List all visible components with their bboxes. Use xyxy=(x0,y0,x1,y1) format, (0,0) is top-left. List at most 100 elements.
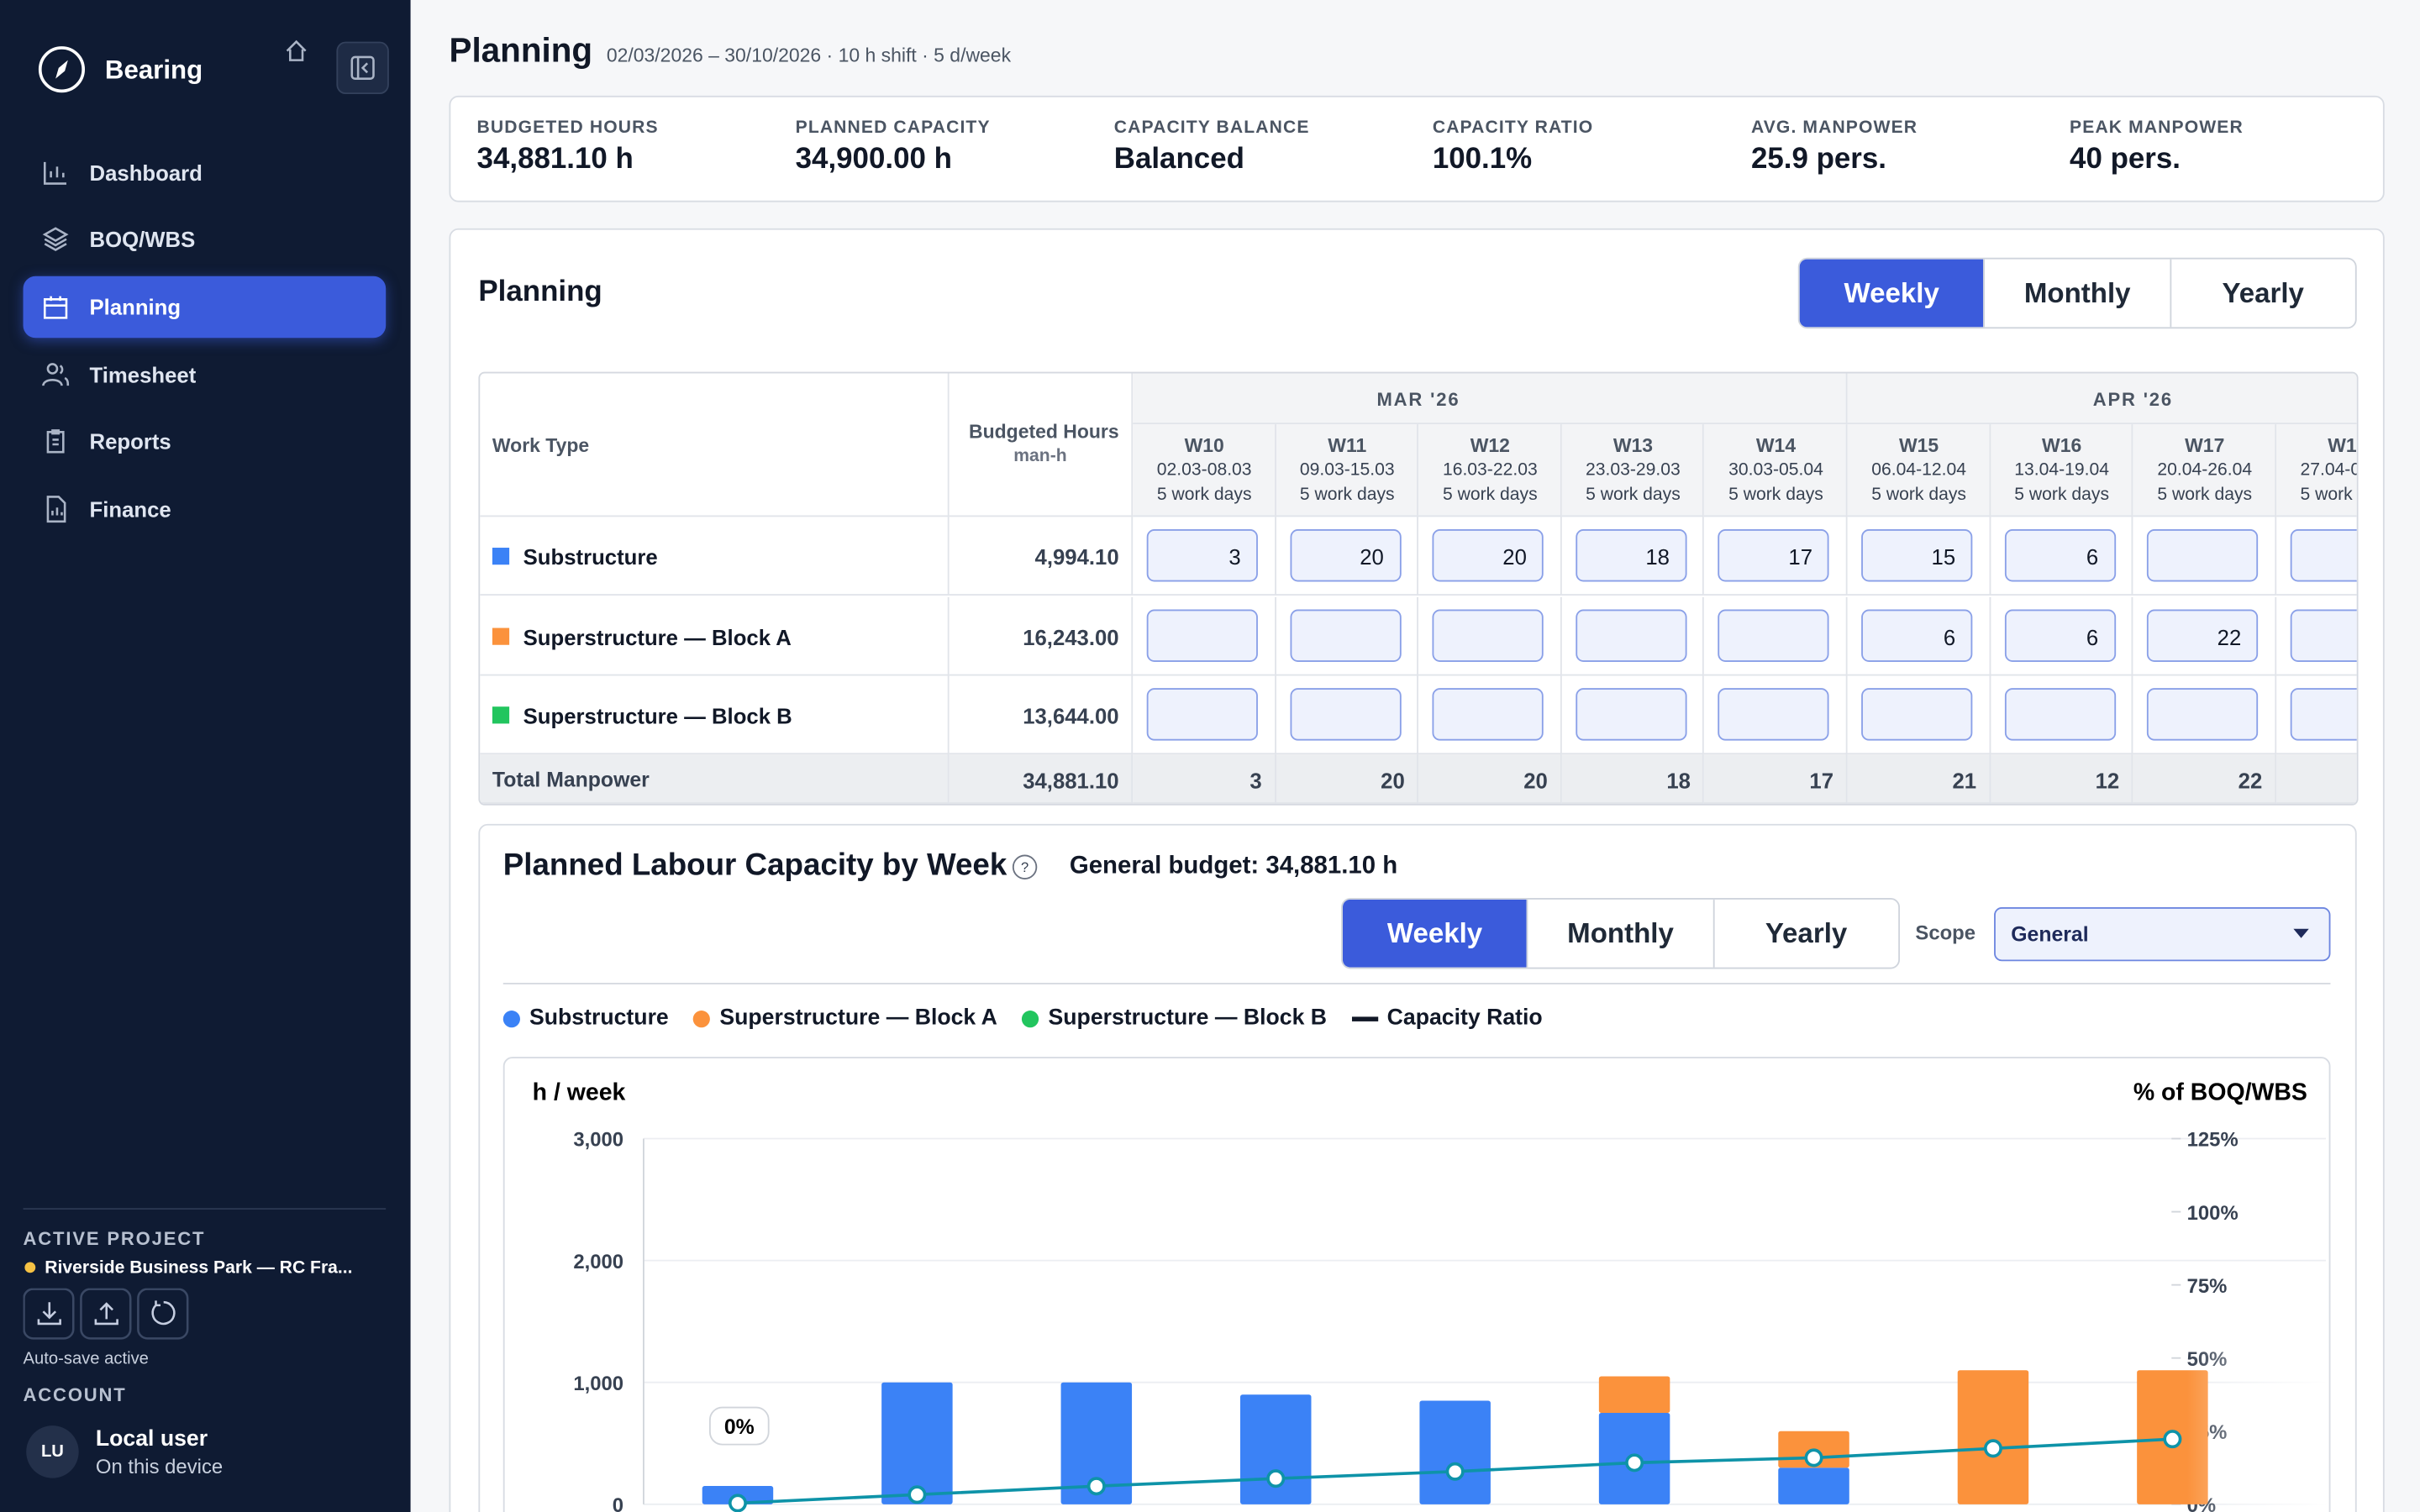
kpi-label: PLANNED CAPACITY xyxy=(795,118,991,138)
toggle-button[interactable]: Weekly xyxy=(1342,899,1528,968)
week-header: W12 16.03-22.03 5 work days xyxy=(1418,424,1562,517)
manpower-input[interactable]: 20 xyxy=(1289,529,1402,582)
legend-item[interactable]: Superstructure — Block B xyxy=(1022,1006,1327,1031)
planning-panel: Planning Weekly Monthly Yearly Work Type Bu… xyxy=(449,228,2385,1512)
manpower-input[interactable]: 3 xyxy=(1146,529,1258,582)
manpower-input[interactable]: 18 xyxy=(1575,529,1687,582)
legend-swatch xyxy=(693,1010,711,1027)
manpower-input[interactable]: 17 xyxy=(1718,529,1830,582)
manpower-input[interactable] xyxy=(1432,609,1544,662)
row-name: Substructure xyxy=(523,544,658,570)
toggle-button[interactable]: Weekly xyxy=(1799,259,1984,328)
total-cell: 12 xyxy=(1990,754,2133,804)
manpower-input[interactable]: 6 xyxy=(2004,529,2116,582)
nav-label: Planning xyxy=(89,294,182,320)
project-actions[interactable] xyxy=(23,1288,193,1341)
nav-label: BOQ/WBS xyxy=(89,227,196,253)
toggle-button[interactable]: Monthly xyxy=(1527,899,1712,968)
manpower-input[interactable] xyxy=(2290,609,2357,662)
manpower-input[interactable]: 15 xyxy=(1861,529,1973,582)
manpower-input[interactable] xyxy=(1861,688,1973,741)
row-swatch xyxy=(492,548,510,565)
toggle-button[interactable]: Yearly xyxy=(2169,259,2355,328)
nav-item[interactable]: BOQ/WBS xyxy=(24,209,387,270)
nav-item[interactable]: Planning xyxy=(23,276,387,339)
toggle-button[interactable]: Yearly xyxy=(1712,899,1898,968)
home-icon[interactable] xyxy=(284,39,308,63)
status-dot xyxy=(24,1262,36,1273)
total-value: 12 xyxy=(2095,768,2120,794)
manpower-input[interactable] xyxy=(1146,609,1258,662)
general-budget: General budget: 34,881.10 h xyxy=(1069,853,1398,879)
manpower-input[interactable]: 6 xyxy=(2004,609,2116,662)
toggle-button[interactable]: Monthly xyxy=(1983,259,2170,328)
week-cell: 6 xyxy=(1990,596,2133,676)
page-title: Planning xyxy=(449,30,593,70)
header-cell: Budgeted Hours man-h xyxy=(949,373,1134,517)
manpower-input[interactable] xyxy=(2004,688,2116,741)
manpower-input[interactable] xyxy=(1718,609,1830,662)
week-range: 16.03-22.03 xyxy=(1442,461,1538,480)
edge-fade xyxy=(2186,1351,2329,1512)
legend-item[interactable]: Substructure xyxy=(502,1005,669,1031)
manpower-input[interactable] xyxy=(2147,529,2259,582)
ratio-point xyxy=(908,1485,927,1504)
ratio-point xyxy=(1983,1439,2002,1458)
manpower-input[interactable] xyxy=(1718,688,1830,741)
week-header: W15 06.04-12.04 5 work days xyxy=(1847,424,1991,517)
manpower-input[interactable]: 6 xyxy=(1861,609,1973,662)
collapse-button[interactable] xyxy=(336,41,389,95)
week-days: 5 work days xyxy=(1728,486,1823,505)
nav-item[interactable]: Finance xyxy=(24,478,387,539)
week-header: W18 27.04-03.05 5 work days xyxy=(2275,424,2357,517)
kpi-label: AVG. MANPOWER xyxy=(1750,118,1918,138)
legend-swatch xyxy=(1351,1016,1378,1021)
week-header: W16 13.04-19.04 5 work days xyxy=(1990,424,2133,517)
total-cell: 3 xyxy=(1133,754,1276,804)
legend-swatch xyxy=(1022,1010,1039,1027)
manpower-input[interactable] xyxy=(2290,688,2357,741)
week-code: W17 xyxy=(2185,434,2225,457)
manpower-input[interactable] xyxy=(2147,688,2259,741)
budget-value: 16,243.00 xyxy=(1023,624,1119,650)
manpower-input[interactable] xyxy=(1289,609,1402,662)
week-header: W10 02.03-08.03 5 work days xyxy=(1133,424,1276,517)
manpower-input[interactable] xyxy=(1432,688,1544,741)
week-cell xyxy=(2275,675,2357,755)
week-cell xyxy=(1704,596,1848,676)
week-code: W15 xyxy=(1898,434,1939,457)
row-budget: 16,243.00 xyxy=(949,596,1134,676)
total-label: Total Manpower xyxy=(492,768,650,792)
manpower-input[interactable] xyxy=(1146,688,1258,741)
nav-item[interactable]: Reports xyxy=(24,411,387,472)
help-icon[interactable]: ? xyxy=(1012,854,1038,879)
nav-item[interactable]: Dashboard xyxy=(24,142,387,203)
view-toggle: Weekly Monthly Yearly xyxy=(1797,257,2357,329)
manpower-input[interactable] xyxy=(1289,688,1402,741)
divider xyxy=(502,983,2331,984)
manpower-input[interactable] xyxy=(1575,688,1687,741)
nav-item[interactable]: Timesheet xyxy=(24,344,387,405)
manpower-input[interactable] xyxy=(1575,609,1687,662)
legend-item[interactable]: Capacity Ratio xyxy=(1351,1006,1543,1031)
legend-item[interactable]: Superstructure — Block A xyxy=(693,1006,997,1031)
week-cell xyxy=(2275,517,2357,596)
user-sub: On this device xyxy=(95,1455,224,1478)
legend-label: Superstructure — Block A xyxy=(719,1005,997,1031)
sidebar: Bearing Dashboard BOQ/WBS Planning Timeshee… xyxy=(0,0,411,1512)
week-range: 06.04-12.04 xyxy=(1871,461,1966,480)
manpower-input[interactable] xyxy=(2290,529,2357,582)
manpower-input[interactable]: 20 xyxy=(1432,529,1544,582)
legend-label: Superstructure — Block B xyxy=(1048,1005,1328,1031)
logo xyxy=(38,46,86,93)
legend-label: Substructure xyxy=(529,1005,669,1031)
nav-label: Finance xyxy=(89,496,171,522)
total-cell: 21 xyxy=(1847,754,1991,804)
manpower-input[interactable]: 22 xyxy=(2147,609,2259,662)
scope-select[interactable]: General xyxy=(1994,907,2331,962)
week-cell xyxy=(1704,675,1848,755)
week-cell xyxy=(1847,675,1991,755)
week-range: 30.03-05.04 xyxy=(1728,461,1823,480)
week-cell: 20 xyxy=(1276,517,1419,596)
total-value: 20 xyxy=(1381,768,1405,794)
